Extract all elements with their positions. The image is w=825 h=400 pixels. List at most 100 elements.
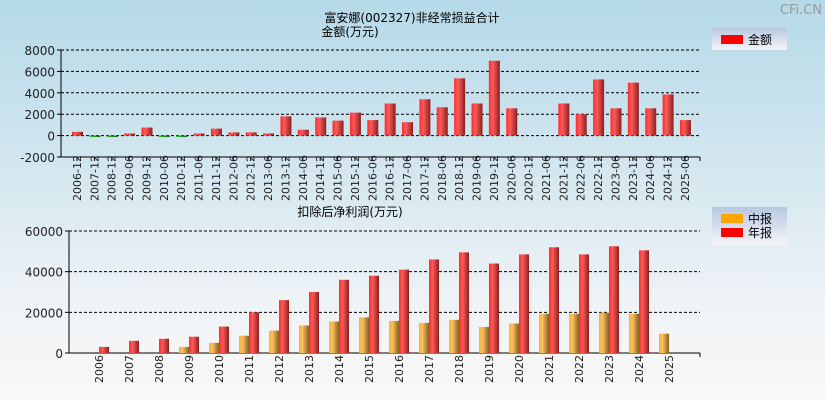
bar-interim	[179, 346, 189, 353]
legend-label: 中报	[748, 211, 772, 226]
bar-annual	[429, 259, 439, 353]
x-tick-label: 2011-12	[210, 155, 223, 201]
bar-annual	[639, 250, 649, 353]
bar-amount	[349, 112, 361, 136]
x-tick-label: 2023	[603, 355, 616, 383]
legend-box	[712, 207, 787, 245]
legend-label: 年报	[748, 225, 772, 240]
bar-amount	[280, 116, 292, 136]
bar-interim	[509, 323, 519, 353]
chart1-plot: -2000 0 2000 4000 6000 8000 2006-12 2007-12 2008…	[20, 28, 787, 201]
bar-annual	[489, 263, 499, 353]
x-tick-label: 2010-06	[158, 155, 171, 201]
x-tick-label: 2017-12	[418, 155, 431, 201]
bar-annual	[369, 275, 379, 353]
bar-amount	[384, 103, 396, 136]
bar-interim	[599, 312, 609, 353]
bar-amount	[627, 82, 639, 136]
x-tick-label: 2017	[423, 355, 436, 383]
x-tick-label: 2020-06	[505, 155, 518, 201]
bar-interim	[209, 342, 219, 353]
x-tick-label: 2011-06	[193, 155, 206, 201]
bar-amount	[245, 132, 257, 136]
x-tick-label: 2008	[153, 355, 166, 383]
bar-amount	[679, 120, 691, 136]
x-tick-label: 2021-06	[540, 155, 553, 201]
chart2-title: 扣除后净利润(万元)	[297, 204, 402, 219]
bar-annual	[339, 279, 349, 353]
legend-swatch	[721, 228, 743, 237]
bar-annual	[579, 254, 589, 353]
y-tick-label: 6000	[24, 65, 55, 79]
x-tick-label: 2013	[303, 355, 316, 383]
x-tick-label: 2024-06	[644, 155, 657, 201]
bar-interim	[449, 319, 459, 353]
x-tick-label: 2019	[483, 355, 496, 383]
bar-annual	[219, 326, 229, 353]
x-tick-label: 2023-06	[609, 155, 622, 201]
bar-interim	[539, 313, 549, 353]
x-tick-label: 2009	[183, 355, 196, 383]
bar-amount	[575, 114, 587, 136]
x-tick-label: 2018	[453, 355, 466, 383]
x-tick-label: 2019-12	[488, 155, 501, 201]
y-tick-label: 20000	[25, 306, 63, 320]
bar-interim	[419, 322, 429, 353]
chart2-plot: 0 20000 40000 60000 2006 2007 2008 2009 2010 2011…	[25, 207, 787, 383]
y-tick-label: 60000	[25, 225, 63, 239]
bar-amount	[315, 117, 327, 136]
x-tick-label: 2024	[633, 355, 646, 383]
bar-amount	[141, 127, 153, 136]
bar-amount	[402, 122, 414, 136]
x-tick-label: 2025	[663, 355, 676, 383]
bar-amount	[228, 132, 240, 136]
y-tick-label: 0	[55, 347, 63, 361]
x-tick-label: 2018-12	[453, 155, 466, 201]
x-tick-label: 2012-12	[245, 155, 258, 201]
chart1-ylabel: 金额(万元)	[321, 24, 378, 39]
x-tick-label: 2006-12	[71, 155, 84, 201]
bar-annual	[189, 336, 199, 353]
x-tick-label: 2008-12	[106, 155, 119, 201]
bar-interim	[389, 320, 399, 353]
x-tick-label: 2016	[393, 355, 406, 383]
bar-amount	[367, 120, 379, 136]
chart1-title: 富安娜(002327)非经常损益合计	[324, 10, 499, 25]
bar-annual	[309, 292, 319, 353]
x-tick-label: 2012-06	[227, 155, 240, 201]
bar-annual	[549, 247, 559, 353]
bar-amount	[471, 103, 483, 136]
bar-amount	[610, 108, 622, 136]
x-tick-label: 2009-06	[123, 155, 136, 201]
bar-annual	[609, 246, 619, 353]
x-tick-label: 2023-12	[627, 155, 640, 201]
x-tick-label: 2019-06	[471, 155, 484, 201]
bar-annual	[399, 269, 409, 353]
bar-amount	[558, 103, 570, 136]
y-tick-label: -2000	[20, 151, 55, 165]
x-tick-label: 2007-12	[88, 155, 101, 201]
x-tick-label: 2021	[543, 355, 556, 383]
x-tick-label: 2021-12	[557, 155, 570, 201]
bar-annual	[99, 346, 109, 353]
x-tick-label: 2012	[273, 355, 286, 383]
bar-interim	[569, 313, 579, 353]
x-tick-label: 2014-12	[314, 155, 327, 201]
bar-amount	[89, 135, 101, 138]
y-tick-label: 40000	[25, 266, 63, 280]
bar-annual	[129, 340, 139, 353]
x-tick-label: 2013-06	[262, 155, 275, 201]
bar-amount	[124, 133, 136, 136]
bar-amount	[332, 120, 344, 136]
x-tick-label: 2011	[243, 355, 256, 383]
x-tick-label: 2010	[213, 355, 226, 383]
x-tick-label: 2025-06	[679, 155, 692, 201]
x-tick-label: 2015	[363, 355, 376, 383]
bar-amount	[158, 135, 170, 138]
x-tick-label: 2014-06	[297, 155, 310, 201]
bar-amount	[454, 78, 466, 136]
x-tick-label: 2015-12	[349, 155, 362, 201]
y-tick-label: 0	[47, 130, 55, 144]
bar-amount	[297, 129, 309, 136]
bar-interim	[239, 335, 249, 353]
